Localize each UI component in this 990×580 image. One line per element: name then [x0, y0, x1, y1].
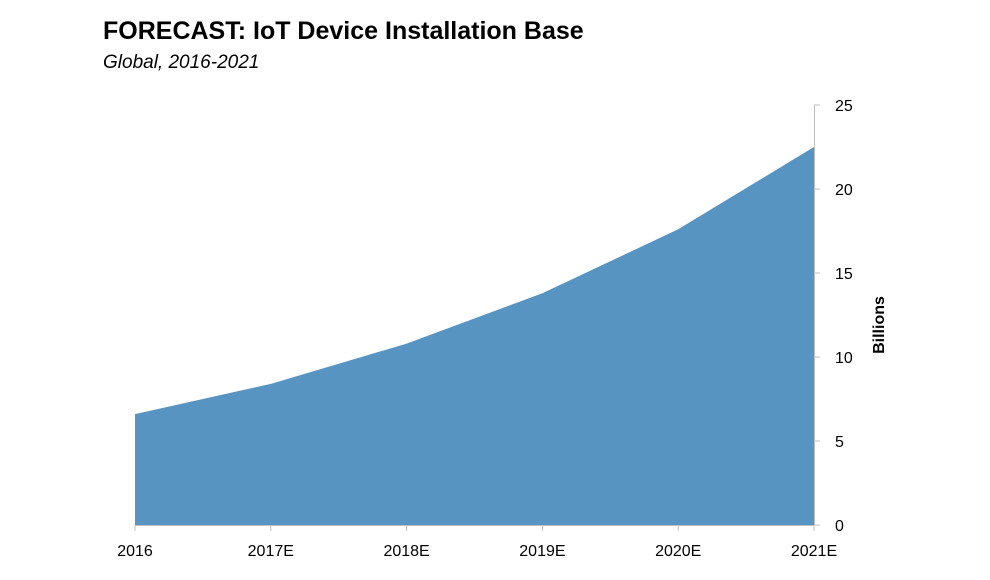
y-tick-label: 15 — [835, 266, 853, 283]
y-tick-label: 5 — [835, 434, 844, 451]
y-tick-label: 25 — [835, 98, 853, 115]
chart-title: FORECAST: IoT Device Installation Base — [103, 17, 584, 45]
x-tick-label: 2021E — [791, 543, 837, 560]
y-tick-label: 0 — [835, 518, 844, 535]
y-axis-label: Billions — [871, 296, 888, 354]
x-tick-label: 2016 — [117, 543, 153, 560]
y-tick-label: 20 — [835, 182, 853, 199]
x-tick-label: 2018E — [383, 543, 429, 560]
x-tick-label: 2017E — [248, 543, 294, 560]
x-tick-label: 2019E — [519, 543, 565, 560]
chart-subtitle: Global, 2016-2021 — [103, 52, 260, 73]
area-series — [135, 147, 814, 525]
y-tick-label: 10 — [835, 350, 853, 367]
x-tick-label: 2020E — [655, 543, 701, 560]
